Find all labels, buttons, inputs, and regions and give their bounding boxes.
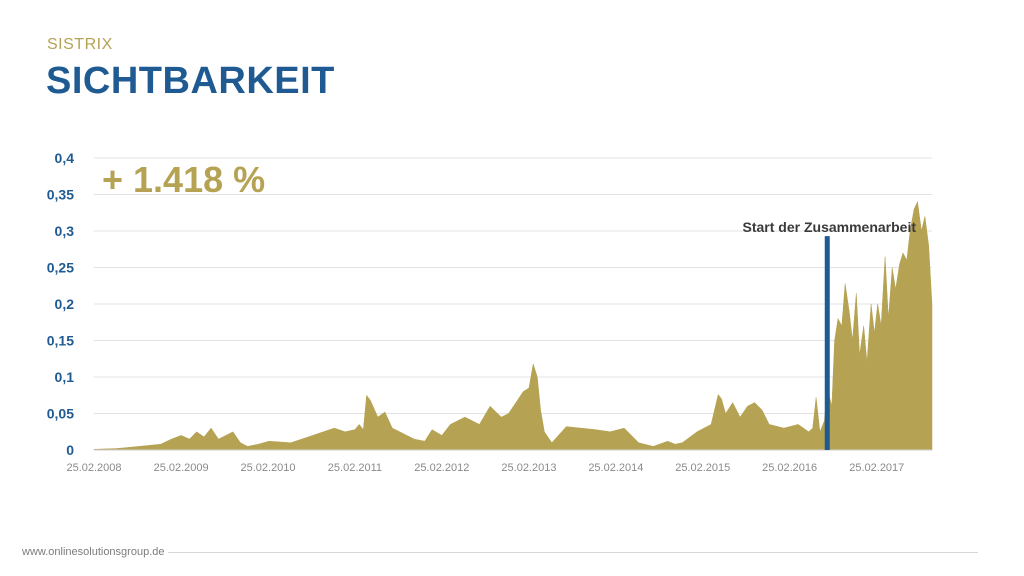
- y-tick-label: 0,05: [47, 406, 74, 422]
- kicker: SISTRIX: [47, 36, 113, 53]
- y-tick-label: 0,2: [55, 296, 75, 312]
- growth-highlight: + 1.418 %: [102, 159, 265, 200]
- y-tick-label: 0: [66, 442, 74, 458]
- x-tick-label: 25.02.2008: [66, 462, 121, 474]
- x-tick-label: 25.02.2015: [675, 462, 730, 474]
- x-tick-label: 25.02.2012: [414, 462, 469, 474]
- y-tick-label: 0,15: [47, 333, 74, 349]
- x-tick-label: 25.02.2011: [328, 462, 382, 474]
- footer-url: www.onlinesolutionsgroup.de: [22, 546, 165, 558]
- visibility-area: [93, 200, 933, 451]
- x-tick-label: 25.02.2014: [588, 462, 643, 474]
- footer-divider: [168, 552, 978, 553]
- x-tick-label: 25.02.2010: [240, 462, 295, 474]
- page-title: SICHTBARKEIT: [46, 60, 335, 102]
- x-tick-label: 25.02.2016: [762, 462, 817, 474]
- y-tick-label: 0,1: [55, 369, 75, 385]
- y-tick-label: 0,25: [47, 260, 74, 276]
- x-tick-label: 25.02.2013: [501, 462, 556, 474]
- x-tick-label: 25.02.2017: [849, 462, 904, 474]
- y-tick-label: 0,3: [55, 223, 75, 239]
- y-tick-label: 0,4: [55, 150, 75, 166]
- annotation-label: Start der Zusammenarbeit: [743, 219, 917, 235]
- y-tick-label: 0,35: [47, 187, 74, 203]
- x-tick-label: 25.02.2009: [154, 462, 209, 474]
